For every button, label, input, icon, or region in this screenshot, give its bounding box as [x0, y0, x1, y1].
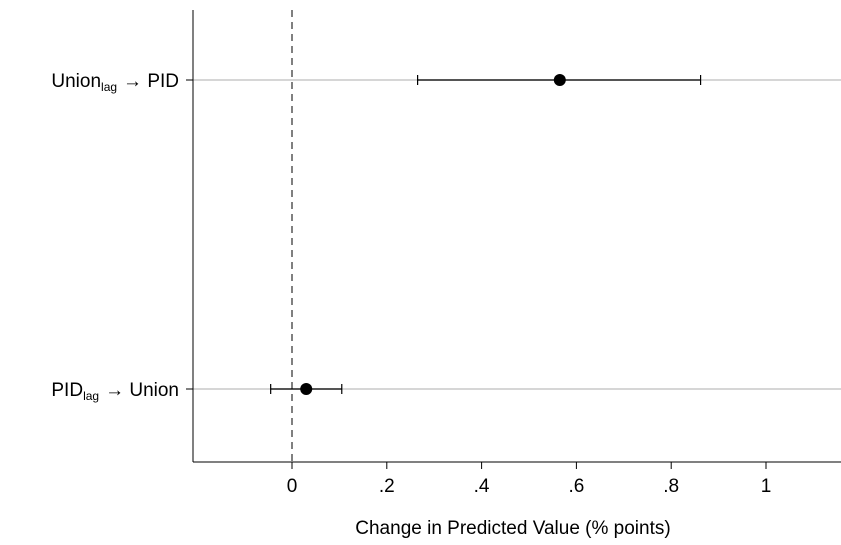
category-label-rest: → Union — [105, 380, 179, 401]
x-axis-ticks: 0 .2 .4 .6 .8 1 — [287, 462, 772, 497]
category-label-subscript: lag — [101, 80, 117, 94]
point-estimate-union-to-pid — [553, 74, 566, 86]
x-tick-label: .2 — [379, 476, 395, 497]
category-label-subscript: lag — [83, 389, 99, 403]
confidence-intervals — [270, 75, 702, 394]
x-tick-label: .6 — [568, 476, 584, 497]
category-label-main: PID — [51, 380, 83, 401]
point-estimate-pid-to-union — [300, 383, 313, 395]
point-estimates — [300, 74, 566, 395]
gridlines — [193, 79, 841, 390]
x-tick-label: .8 — [663, 476, 679, 497]
x-tick-label: .4 — [474, 476, 490, 497]
category-label-union-to-pid: Unionlag → PID — [51, 71, 179, 94]
category-label-pid-to-union: PIDlag → Union — [51, 380, 179, 403]
x-tick-label: 0 — [287, 476, 298, 497]
category-label-main: Union — [51, 71, 101, 92]
x-tick-label: 1 — [761, 476, 772, 497]
x-axis-title: Change in Predicted Value (% points) — [355, 518, 670, 539]
axes — [186, 10, 841, 463]
category-label-rest: → PID — [123, 71, 179, 92]
